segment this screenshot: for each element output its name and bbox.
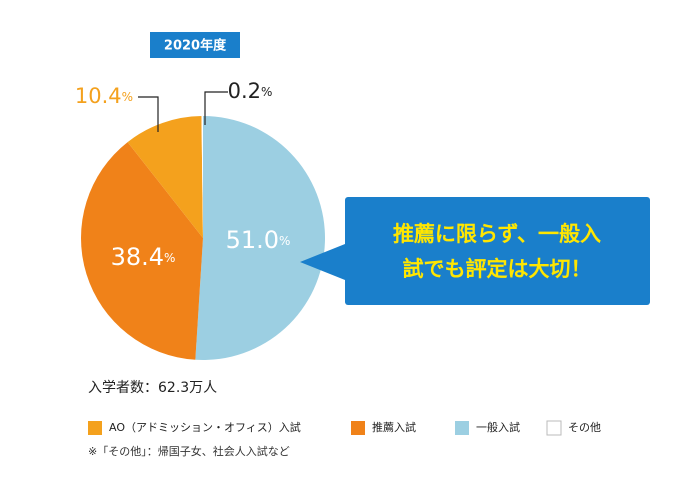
- legend-swatch: [88, 421, 102, 435]
- legend-swatch: [455, 421, 469, 435]
- callout-text: 推薦に限らず、一般入: [393, 222, 601, 246]
- data-label-value: 38.4: [111, 243, 164, 271]
- callout-box: [345, 197, 650, 305]
- pie: [81, 115, 326, 361]
- legend-swatch: [546, 420, 562, 436]
- pie-slice: [195, 115, 326, 361]
- data-label: 38.4%: [111, 243, 176, 271]
- data-label-unit: %: [279, 234, 290, 248]
- chart-title: 2020年度: [164, 38, 227, 54]
- data-label-value: 51.0: [226, 226, 279, 254]
- data-label-unit: %: [164, 251, 175, 265]
- data-label-value: 10.4: [75, 84, 122, 108]
- pie-slice: [201, 116, 203, 238]
- callout-tail: [300, 242, 350, 282]
- callout-text: 試でも評定は大切！: [403, 257, 592, 281]
- leader-line: [204, 91, 228, 125]
- legend-swatch: [351, 421, 365, 435]
- data-label-value: 0.2: [228, 79, 261, 103]
- legend-label: AO（アドミッション・オフィス）入試: [109, 420, 301, 434]
- legend-label: その他: [568, 421, 601, 434]
- legend-label: 推薦入試: [372, 420, 416, 434]
- data-label: 10.4%: [75, 84, 133, 108]
- data-label-unit: %: [261, 85, 272, 99]
- data-label: 51.0%: [226, 226, 291, 254]
- title-box: [150, 32, 240, 58]
- data-label-unit: %: [122, 90, 133, 104]
- leader-line: [138, 96, 159, 132]
- pie-slice: [81, 142, 203, 360]
- data-label: 0.2%: [228, 79, 273, 103]
- legend-label: 一般入試: [476, 420, 520, 434]
- footnote: ※「その他」：帰国子女、社会人入試など: [88, 444, 290, 458]
- note: 入学者数：62.3万人: [88, 380, 217, 396]
- pie-slice: [127, 116, 203, 238]
